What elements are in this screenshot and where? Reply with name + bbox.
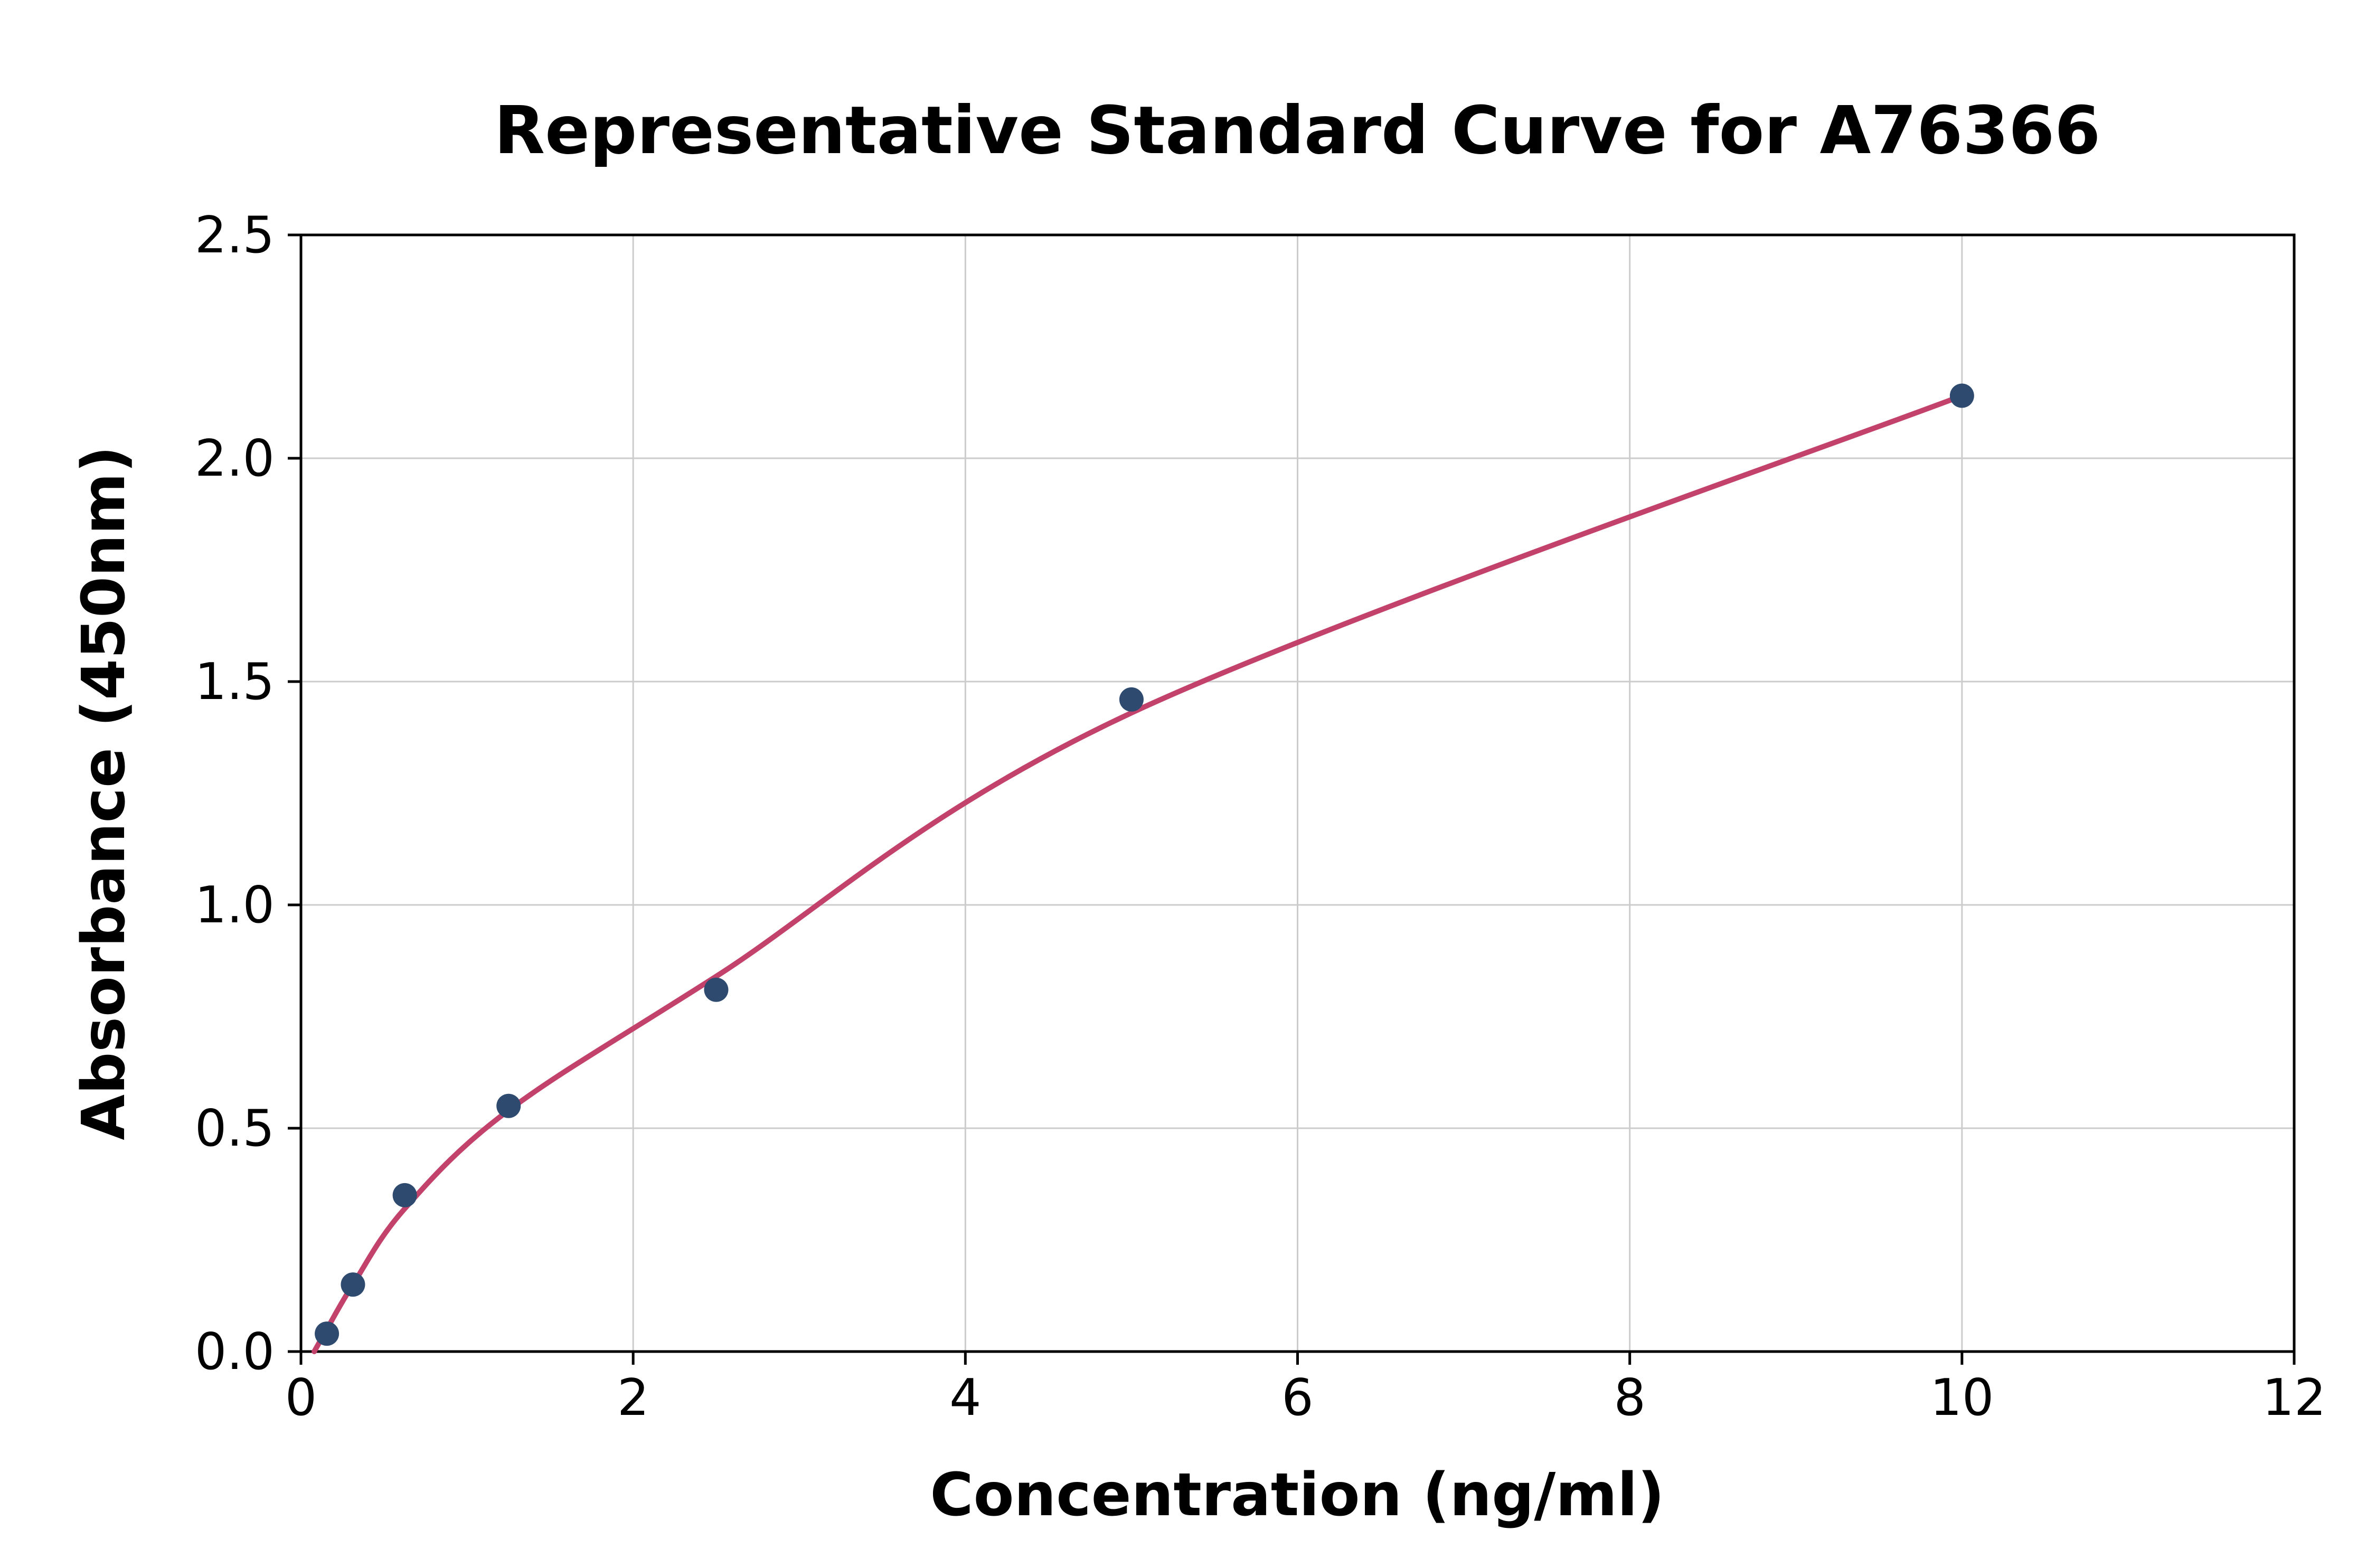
data-points <box>315 383 1974 1346</box>
fit-curve-line <box>312 393 1965 1354</box>
y-tick-label: 0.0 <box>195 1323 275 1381</box>
x-axis-label: Concentration (ng/ml) <box>930 1461 1664 1529</box>
x-tick-label: 8 <box>1614 1369 1645 1427</box>
x-tick-label: 12 <box>2262 1369 2326 1427</box>
chart-title: Representative Standard Curve for A76366 <box>494 92 2100 169</box>
y-tick-label: 2.5 <box>195 206 275 265</box>
x-tick-label: 4 <box>949 1369 981 1427</box>
x-tick-label: 10 <box>1930 1369 1994 1427</box>
data-point <box>315 1321 340 1346</box>
x-tick-label: 2 <box>617 1369 649 1427</box>
data-point <box>704 977 729 1002</box>
gridlines <box>300 234 2295 1353</box>
data-point <box>341 1272 365 1297</box>
y-tick-label: 1.0 <box>195 876 275 934</box>
data-point <box>496 1093 521 1118</box>
x-tick-label: 6 <box>1281 1369 1313 1427</box>
data-point <box>1119 687 1144 712</box>
y-axis-label: Absorbance (450nm) <box>70 446 138 1140</box>
y-ticks: 0.0 0.5 1.0 1.5 2.0 2.5 <box>195 206 301 1381</box>
y-tick-label: 2.0 <box>195 430 275 488</box>
y-tick-label: 0.5 <box>195 1100 275 1158</box>
data-point <box>392 1183 417 1207</box>
y-tick-label: 1.5 <box>195 653 275 711</box>
x-tick-label: 0 <box>285 1369 317 1427</box>
data-point <box>1949 383 1974 408</box>
x-ticks: 0 2 4 6 8 10 12 <box>285 1352 2326 1427</box>
